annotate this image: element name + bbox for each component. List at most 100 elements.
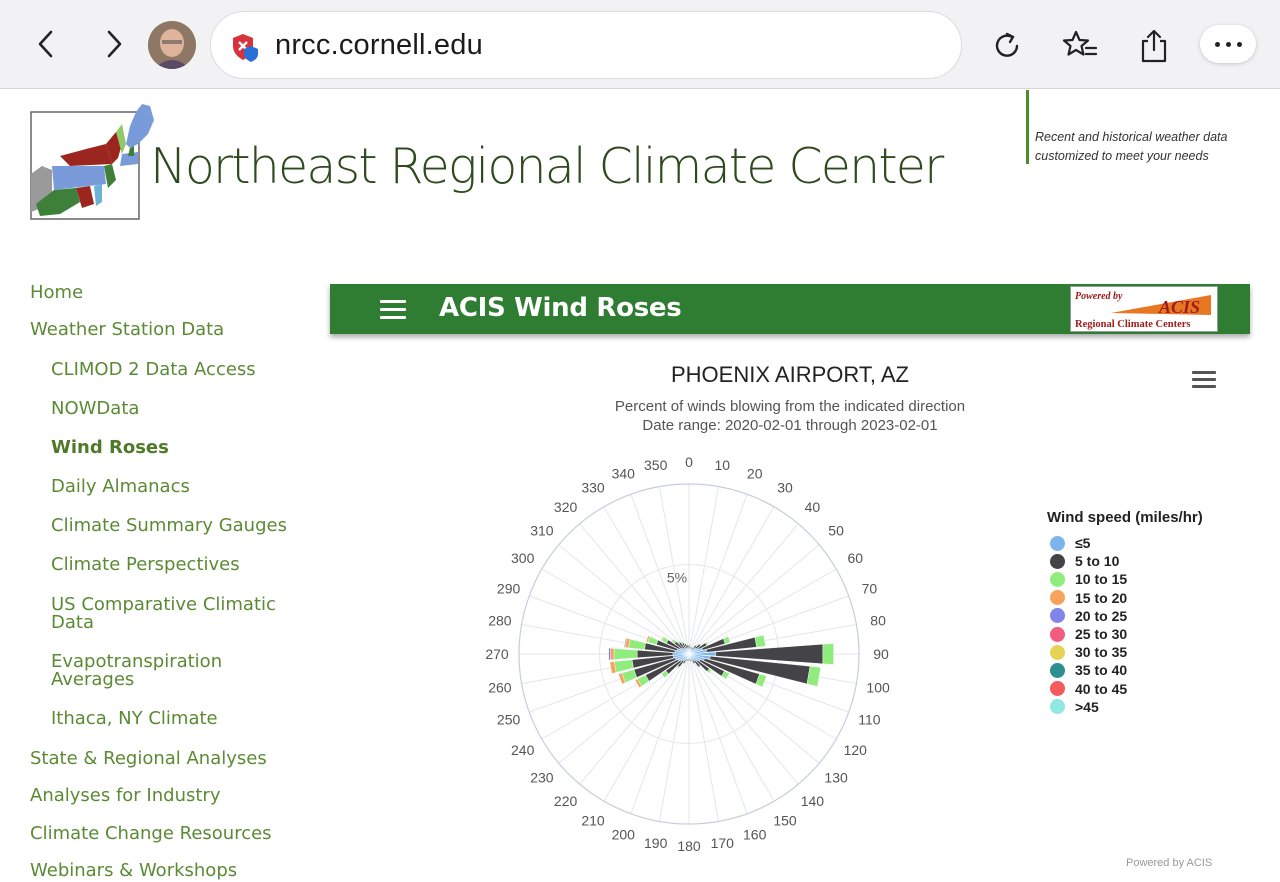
grid-spoke [659, 486, 690, 655]
sidebar-item-daily-almanacs[interactable]: Daily Almanacs [51, 476, 190, 497]
powered-by-acis-badge[interactable]: Powered by ACIS Regional Climate Centers [1070, 286, 1218, 332]
forward-button[interactable] [94, 24, 134, 64]
legend-item[interactable]: 15 to 20 [1050, 589, 1127, 607]
direction-label: 260 [488, 679, 512, 695]
rose-petal-segment [674, 653, 690, 661]
rose-petal-segment [676, 665, 680, 669]
more-options-button[interactable] [1200, 25, 1256, 63]
rose-petal-segment [705, 641, 709, 646]
legend-item[interactable]: 20 to 25 [1050, 607, 1127, 625]
sidebar-item-ithaca-climate[interactable]: Ithaca, NY Climate [51, 708, 218, 729]
rose-petal-segment [699, 659, 725, 677]
legend-item[interactable]: 10 to 15 [1050, 570, 1127, 588]
legend-item[interactable]: 30 to 35 [1050, 643, 1127, 661]
reload-button[interactable] [985, 24, 1029, 68]
chart-credits[interactable]: Powered by ACIS [1126, 857, 1213, 869]
rose-petal-segment [688, 647, 704, 655]
direction-label: 20 [747, 466, 763, 482]
sidebar-item-climod[interactable]: CLIMOD 2 Data Access [51, 359, 256, 380]
legend-item[interactable]: 25 to 30 [1050, 625, 1127, 643]
direction-label: 250 [497, 712, 521, 728]
rose-petal-segment [623, 637, 627, 648]
url-text: nrcc.cornell.edu [275, 28, 483, 61]
direction-label: 30 [777, 480, 793, 496]
rose-petal-segment [685, 658, 688, 662]
chart-context-menu-button[interactable] [1192, 371, 1216, 391]
legend-item[interactable]: 5 to 10 [1050, 552, 1119, 570]
grid-spoke [688, 494, 748, 655]
legend-item[interactable]: 40 to 45 [1050, 680, 1127, 698]
legend-item[interactable]: >45 [1050, 698, 1099, 716]
hamburger-line [1192, 371, 1216, 374]
rose-petal-segment [618, 672, 626, 685]
legend-label: 5 to 10 [1075, 553, 1120, 570]
sidebar-item-climate-summary-gauges[interactable]: Climate Summary Gauges [51, 515, 287, 536]
sidebar-item-analyses-for-industry[interactable]: Analyses for Industry [30, 785, 221, 806]
rose-petal-segment [688, 648, 691, 655]
rose-petal-segment [688, 653, 692, 660]
address-bar[interactable]: nrcc.cornell.edu [210, 11, 962, 79]
rose-petal-segment [609, 661, 617, 674]
direction-label: 300 [511, 550, 535, 566]
grid-spoke [688, 653, 775, 802]
dot-icon [1225, 41, 1231, 47]
badge-acis-text: ACIS [1158, 297, 1200, 317]
rose-petal-segment [680, 640, 684, 644]
rose-petal-segment [755, 673, 767, 688]
rose-petal-segment [679, 647, 690, 655]
rose-petal-segment [688, 647, 699, 655]
rose-petal-segment [680, 653, 690, 662]
direction-label: 90 [873, 646, 889, 662]
rose-petal-segment [688, 653, 690, 660]
rose-petal-segment [674, 650, 690, 655]
direction-label: 330 [581, 480, 605, 496]
badge-powered-text: Powered by [1075, 291, 1123, 302]
sidebar-item-wind-roses[interactable]: Wind Roses [51, 437, 169, 458]
rose-petal-segment [676, 648, 690, 655]
sidebar-item-weather-station-data[interactable]: Weather Station Data [30, 319, 225, 340]
grid-spoke [688, 653, 837, 740]
grid-spoke [579, 653, 690, 785]
sidebar-item-climate-perspectives[interactable]: Climate Perspectives [51, 554, 240, 575]
rose-petal-segment [692, 645, 697, 650]
sidebar-item-home[interactable]: Home [30, 282, 84, 303]
rose-petal-segment [686, 648, 690, 655]
rose-petal-segment [672, 652, 690, 656]
nrcc-logo[interactable] [30, 104, 156, 222]
legend-swatch [1050, 626, 1065, 642]
dot-icon [1236, 41, 1242, 47]
rose-petal-segment [644, 642, 676, 653]
legend-item[interactable]: ≤5 [1050, 534, 1090, 552]
legend-label: 10 to 15 [1075, 571, 1128, 588]
legend-swatch [1050, 535, 1065, 551]
sidebar-item-us-comparative-climatic-data[interactable]: US Comparative Climatic [51, 594, 276, 615]
back-button[interactable] [26, 24, 66, 64]
favorites-button[interactable] [1058, 24, 1102, 68]
chevron-right-icon [107, 30, 122, 58]
tagline-line: Recent and historical weather data [1035, 130, 1228, 144]
sidebar-item-evapotranspiration[interactable]: Evapotranspiration [51, 651, 223, 672]
legend-label: 25 to 30 [1075, 626, 1128, 642]
rose-petal-segment [656, 639, 678, 651]
sidebar-item-evapotranspiration-cont[interactable]: Averages [51, 669, 135, 690]
grid-spoke [688, 653, 849, 713]
menu-button[interactable] [380, 300, 406, 319]
rose-petal-segment [688, 648, 692, 655]
sidebar-item-webinars-workshops[interactable]: Webinars & Workshops [30, 860, 238, 881]
share-button[interactable] [1132, 24, 1176, 68]
sidebar-item-us-comparative-climatic-data-cont[interactable]: Data [51, 612, 94, 633]
rose-petal-segment [672, 653, 690, 659]
grid-spoke [630, 494, 690, 655]
hamburger-line [1192, 385, 1216, 388]
sidebar-item-climate-change-resources[interactable]: Climate Change Resources [30, 823, 272, 844]
legend-item[interactable]: 35 to 40 [1050, 661, 1127, 679]
grid-spoke [688, 486, 719, 655]
rose-petal-segment [688, 653, 698, 662]
rose-petal-segment [695, 644, 698, 647]
site-title[interactable]: Northeast Regional Climate Center [150, 138, 944, 195]
direction-label: 150 [773, 812, 797, 828]
direction-label: 190 [644, 835, 668, 851]
profile-avatar[interactable] [148, 21, 196, 69]
sidebar-item-nowdata[interactable]: NOWData [51, 398, 140, 419]
sidebar-item-state-regional-analyses[interactable]: State & Regional Analyses [30, 748, 267, 769]
